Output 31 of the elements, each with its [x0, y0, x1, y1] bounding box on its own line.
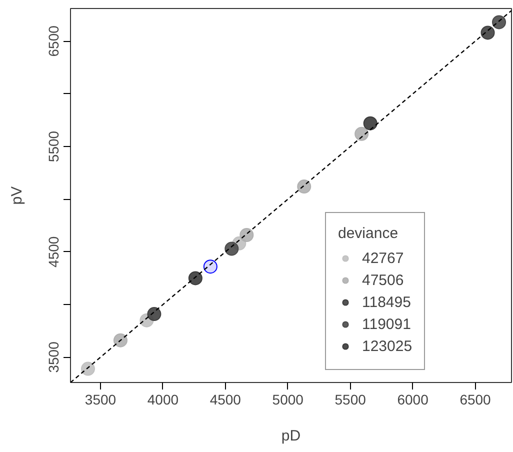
y-tick-label: 5500	[46, 130, 62, 162]
x-tick-label: 4500	[210, 392, 242, 408]
x-tick-label: 3500	[84, 392, 116, 408]
x-axis-title: pD	[281, 428, 301, 444]
y-tick-label: 6500	[46, 25, 62, 57]
legend-label: 123025	[362, 338, 412, 354]
point	[240, 228, 254, 242]
point	[480, 26, 495, 40]
point	[147, 307, 162, 322]
point	[492, 15, 506, 30]
point	[354, 126, 369, 141]
legend-title: deviance	[338, 225, 400, 242]
x-tick-label: 4000	[147, 392, 179, 408]
point	[80, 362, 95, 376]
legend-label: 47506	[362, 272, 404, 288]
point	[188, 271, 202, 286]
point	[113, 333, 128, 348]
x-tick-label: 6000	[397, 392, 429, 408]
y-tick-label: 4500	[46, 236, 62, 268]
legend-label: 119091	[362, 316, 411, 332]
x-tick-label: 5000	[272, 392, 304, 408]
y-tick-label: 3500	[46, 341, 62, 373]
y-axis-title: pV	[8, 186, 26, 205]
point	[224, 242, 239, 256]
point	[203, 260, 218, 274]
x-tick-label: 5500	[334, 392, 366, 408]
point	[363, 116, 378, 130]
legend-label: 118495	[362, 294, 411, 310]
point	[297, 180, 312, 194]
x-tick-label: 6500	[460, 392, 492, 408]
legend-label: 42767	[362, 250, 404, 266]
